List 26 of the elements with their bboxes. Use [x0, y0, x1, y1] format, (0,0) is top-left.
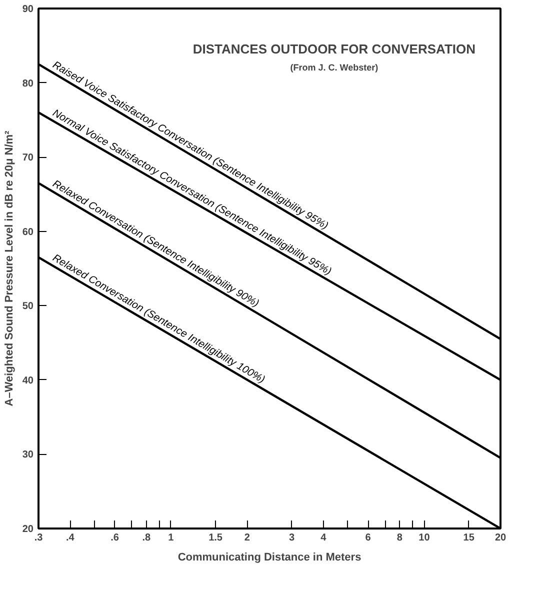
y-tick-label: 50: [22, 301, 34, 312]
y-tick-label: 80: [22, 78, 34, 90]
x-tick-label: 3: [289, 532, 296, 544]
text: (From J. C. Webster): [290, 62, 378, 72]
y-tick-label: 70: [22, 152, 34, 164]
x-tick-label: .8: [142, 532, 152, 544]
x-tick-label: 2: [244, 532, 250, 544]
x-tick-label: 10: [418, 532, 430, 544]
y-tick-label: 30: [22, 450, 34, 461]
x-tick-label: 8: [396, 532, 403, 544]
y-tick-label: 60: [22, 226, 34, 238]
x-axis-title: Communicating Distance in Meters: [178, 552, 362, 564]
x-tick-label: 6: [365, 532, 372, 544]
x-tick-label: .6: [110, 532, 120, 544]
y-axis-title: A–Weighted Sound Pressure Level in dB re 20μ N/m²: [3, 130, 16, 406]
x-tick-label: 1.5: [208, 532, 223, 544]
y-tick-label: 90: [22, 4, 34, 15]
y-tick-label: 40: [22, 375, 34, 386]
x-tick-label: 15: [463, 532, 475, 544]
text: DISTANCES OUTDOOR FOR CONVERSATION: [192, 42, 476, 56]
x-tick-label: .4: [66, 532, 75, 544]
y-tick-label: 20: [22, 524, 34, 535]
x-tick-label: 4: [320, 532, 327, 544]
x-tick-label: .3: [34, 532, 44, 544]
x-tick-label: 20: [494, 532, 506, 544]
x-tick-label: 1: [168, 532, 174, 544]
